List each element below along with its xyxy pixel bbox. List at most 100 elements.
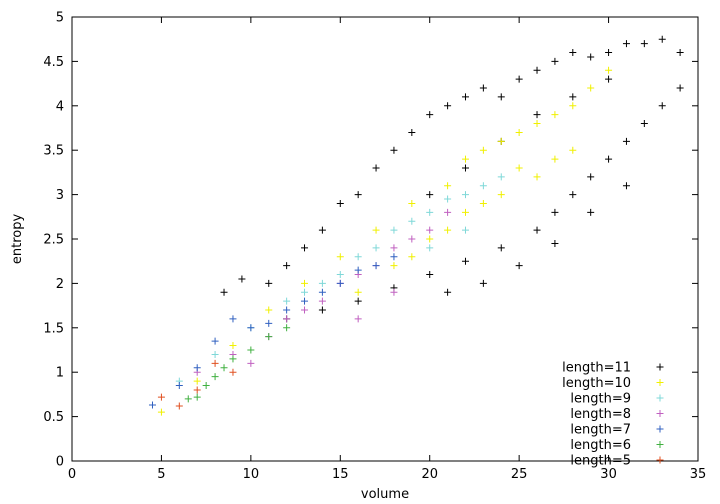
data-point [372, 262, 380, 270]
data-point [211, 337, 219, 345]
data-point [551, 239, 559, 247]
data-point [336, 253, 344, 261]
data-point [426, 244, 434, 252]
x-tick-label: 35 [690, 467, 707, 482]
data-point [354, 266, 362, 274]
data-point [390, 226, 398, 234]
data-point [605, 155, 613, 163]
x-tick-label: 10 [243, 467, 260, 482]
x-tick-label: 20 [421, 467, 438, 482]
data-point [605, 66, 613, 74]
data-point [426, 235, 434, 243]
data-point [444, 226, 452, 234]
data-point [497, 173, 505, 181]
data-point [265, 319, 273, 327]
data-point [640, 40, 648, 48]
data-point [318, 306, 326, 314]
y-axis-title: entropy [10, 214, 25, 265]
data-point [426, 191, 434, 199]
legend-marker [656, 425, 664, 433]
data-point [390, 244, 398, 252]
data-point [229, 315, 237, 323]
y-tick-label: 3 [56, 188, 64, 203]
data-point [301, 306, 309, 314]
y-tick-label: 2.5 [43, 233, 64, 248]
data-point [479, 279, 487, 287]
data-point [211, 373, 219, 381]
data-point [444, 208, 452, 216]
data-point [461, 191, 469, 199]
data-point [622, 182, 630, 190]
legend-marker [656, 410, 664, 417]
data-point [569, 93, 577, 101]
data-point [515, 164, 523, 172]
data-point [390, 253, 398, 261]
y-tick-label: 1 [56, 366, 64, 381]
data-point [318, 288, 326, 296]
data-point [569, 102, 577, 110]
data-point [354, 253, 362, 261]
legend-label: length=10 [562, 376, 631, 391]
series-length-11 [220, 35, 684, 323]
data-point [461, 93, 469, 101]
data-point [265, 279, 273, 287]
data-point [640, 120, 648, 128]
data-point [408, 217, 416, 225]
marks-layer [148, 35, 684, 416]
data-point [426, 226, 434, 234]
data-point [569, 49, 577, 57]
data-point [301, 297, 309, 305]
legend: length=11length=10length=9length=8length… [562, 361, 664, 469]
data-point [658, 102, 666, 110]
data-point [318, 297, 326, 305]
y-tick-label: 5 [56, 11, 64, 26]
data-point [461, 155, 469, 163]
data-point [193, 377, 201, 385]
x-tick-label: 15 [332, 467, 349, 482]
data-point [622, 137, 630, 145]
x-axis-title: volume [361, 487, 409, 502]
y-tick-label: 2 [56, 277, 64, 292]
data-point [479, 182, 487, 190]
data-point [336, 279, 344, 287]
legend-marker [656, 456, 664, 464]
series-length-7 [148, 253, 398, 409]
data-point [444, 182, 452, 190]
data-point [247, 324, 255, 332]
data-point [229, 342, 237, 350]
data-point [336, 271, 344, 279]
data-point [569, 191, 577, 199]
legend-label: length=6 [570, 438, 631, 453]
data-point [229, 368, 237, 376]
data-point [265, 333, 273, 341]
data-point [220, 288, 228, 296]
data-point [202, 382, 210, 390]
data-point [193, 393, 201, 401]
data-point [175, 402, 183, 410]
data-point [497, 244, 505, 252]
data-point [372, 226, 380, 234]
data-point [301, 288, 309, 296]
data-point [533, 120, 541, 128]
data-point [426, 111, 434, 119]
data-point [533, 111, 541, 119]
data-point [354, 315, 362, 323]
data-point [220, 364, 228, 372]
data-point [497, 191, 505, 199]
data-point [461, 257, 469, 265]
legend-marker [656, 363, 664, 371]
data-point [390, 146, 398, 154]
y-tick-label: 4.5 [43, 55, 64, 70]
series-length-5 [157, 359, 237, 410]
data-point [283, 315, 291, 323]
data-point [497, 137, 505, 145]
data-point [515, 75, 523, 83]
data-point [193, 364, 201, 372]
data-point [372, 164, 380, 172]
data-point [408, 128, 416, 136]
data-point [533, 226, 541, 234]
data-point [148, 401, 156, 409]
data-point [676, 49, 684, 57]
data-point [354, 288, 362, 296]
